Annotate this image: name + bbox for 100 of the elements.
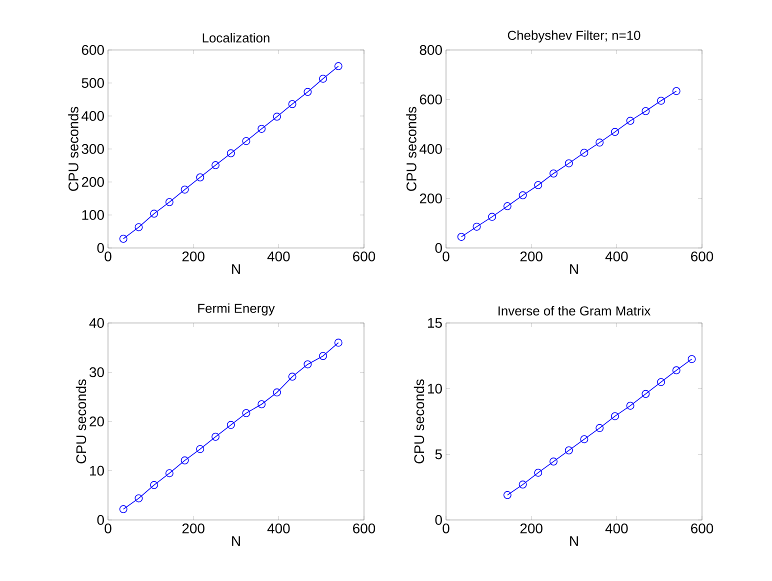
point <box>596 138 604 147</box>
point <box>688 355 696 364</box>
point <box>596 424 604 432</box>
point <box>226 420 235 429</box>
point <box>610 412 619 420</box>
y-tick-label: 600 <box>82 45 104 55</box>
x-tick-label: 400 <box>267 251 290 262</box>
x-tick-label: 600 <box>691 251 714 262</box>
point <box>503 202 512 210</box>
point <box>642 390 650 398</box>
x-tick-label: 600 <box>353 251 376 262</box>
y-tick-label: 600 <box>420 94 442 104</box>
point <box>657 96 666 105</box>
point <box>272 388 281 396</box>
point <box>472 222 481 231</box>
point <box>304 360 312 368</box>
x-tick-label: 0 <box>442 251 450 262</box>
point <box>272 112 281 121</box>
point <box>196 173 204 182</box>
point <box>212 432 220 441</box>
y-tick-label: 400 <box>82 111 104 121</box>
x-axis-title: N <box>232 536 240 546</box>
y-axis-title: CPU seconds <box>406 106 416 191</box>
y-tick-label: 40 <box>89 318 104 328</box>
x-tick-label: 400 <box>267 523 290 534</box>
x-tick-label: 0 <box>442 523 450 534</box>
point <box>242 409 250 418</box>
point <box>165 198 174 206</box>
point <box>319 74 328 83</box>
point <box>564 159 573 168</box>
y-axis-title: CPU seconds <box>414 379 424 464</box>
y-tick-label: 800 <box>420 45 442 55</box>
chart-title: Localization <box>202 32 270 42</box>
x-tick-label: 200 <box>520 523 542 534</box>
chart-title: Fermi Energy <box>198 303 275 316</box>
x-tick-label: 600 <box>353 523 376 534</box>
x-tick-label: 600 <box>691 523 714 534</box>
point <box>626 402 634 410</box>
point <box>564 446 573 454</box>
point <box>580 148 588 157</box>
y-tick-label: 0 <box>435 515 442 525</box>
point <box>119 234 128 243</box>
y-tick-label: 20 <box>90 416 104 426</box>
y-tick-label: 400 <box>420 144 442 154</box>
point <box>334 338 342 347</box>
x-tick-label: 200 <box>182 251 204 262</box>
x-tick-label: 200 <box>182 523 204 534</box>
point <box>457 232 466 241</box>
y-axis-title: CPU seconds <box>76 379 86 464</box>
point <box>212 161 220 170</box>
y-axis-title: CPU seconds <box>68 106 78 191</box>
point <box>334 62 342 70</box>
point <box>503 491 512 500</box>
point <box>288 100 296 108</box>
y-tick-label: 200 <box>420 194 442 204</box>
y-tick-label: 10 <box>90 466 104 476</box>
point <box>488 212 496 221</box>
x-tick-label: 0 <box>104 251 112 262</box>
x-tick-label: 0 <box>104 523 112 534</box>
point <box>550 169 558 178</box>
x-tick-label: 400 <box>605 251 628 262</box>
point <box>242 137 250 146</box>
point <box>672 87 680 96</box>
point <box>672 366 680 374</box>
point <box>134 223 143 232</box>
point <box>165 469 174 478</box>
point <box>626 116 634 125</box>
y-tick-label: 0 <box>435 243 442 253</box>
point <box>642 107 650 116</box>
point <box>518 191 527 200</box>
y-tick-label: 300 <box>82 144 104 154</box>
x-axis-title: N <box>570 536 578 546</box>
point <box>518 480 527 489</box>
point <box>319 352 328 360</box>
y-tick-label: 5 <box>435 449 442 460</box>
y-tick-label: 500 <box>82 78 104 88</box>
point <box>657 378 666 386</box>
point <box>134 494 143 502</box>
point <box>550 458 558 466</box>
y-tick-label: 100 <box>82 210 104 220</box>
y-tick-label: 0 <box>97 243 104 253</box>
y-tick-label: 0 <box>97 515 104 525</box>
point <box>580 435 588 444</box>
y-tick-label: 200 <box>82 177 104 187</box>
point <box>150 210 158 218</box>
point <box>258 124 266 133</box>
x-axis-title: N <box>232 264 240 274</box>
point <box>196 445 204 454</box>
y-tick-label: 30 <box>90 367 104 378</box>
chart-title: Inverse of the Gram Matrix <box>498 306 651 316</box>
point <box>180 456 189 464</box>
x-tick-label: 200 <box>520 251 542 262</box>
point <box>534 468 542 477</box>
point <box>119 505 128 514</box>
y-tick-label: 10 <box>428 384 442 394</box>
point <box>258 400 266 408</box>
point <box>534 181 542 190</box>
point <box>610 128 619 136</box>
point <box>288 372 296 381</box>
x-tick-label: 400 <box>605 523 628 534</box>
